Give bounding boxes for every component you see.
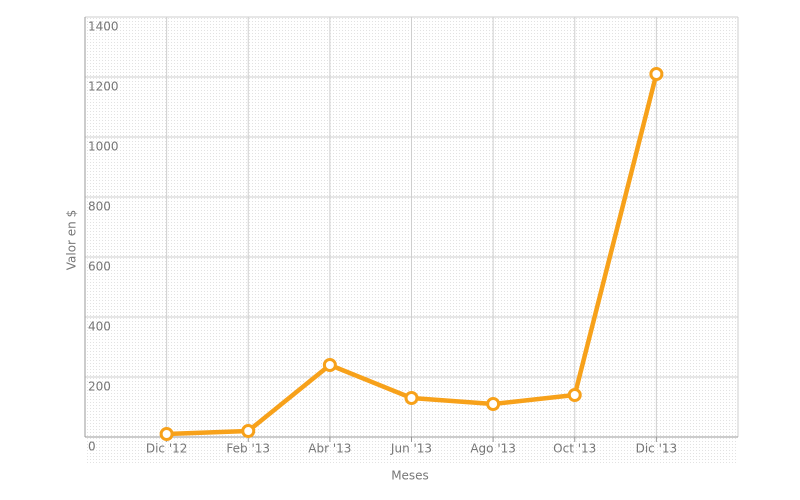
x-tick-label: Ago '13: [470, 442, 516, 456]
y-tick-label: 0: [88, 440, 96, 454]
data-point: [404, 391, 419, 405]
y-axis-title: Valor en $: [65, 210, 79, 271]
y-tick-label: 200: [88, 380, 111, 394]
x-tick-label: Dic '12: [146, 442, 188, 456]
data-point: [159, 427, 174, 441]
data-point: [486, 397, 501, 411]
y-tick-label: 400: [88, 320, 111, 334]
data-point: [649, 67, 664, 81]
x-tick-label: Jun '13: [390, 442, 432, 456]
y-tick-label: 600: [88, 260, 111, 274]
x-tick-label: Feb '13: [226, 442, 270, 456]
data-point: [567, 388, 582, 402]
data-point: [241, 424, 256, 438]
data-point: [322, 358, 337, 372]
y-tick-label: 1000: [88, 140, 119, 154]
x-axis-title: Meses: [391, 469, 429, 483]
y-tick-label: 800: [88, 200, 111, 214]
y-tick-label: 1400: [88, 20, 119, 34]
y-tick-label: 1200: [88, 80, 119, 94]
x-tick-label: Abr '13: [308, 442, 351, 456]
x-tick-label: Oct '13: [553, 442, 596, 456]
x-tick-label: Dic '13: [636, 442, 678, 456]
